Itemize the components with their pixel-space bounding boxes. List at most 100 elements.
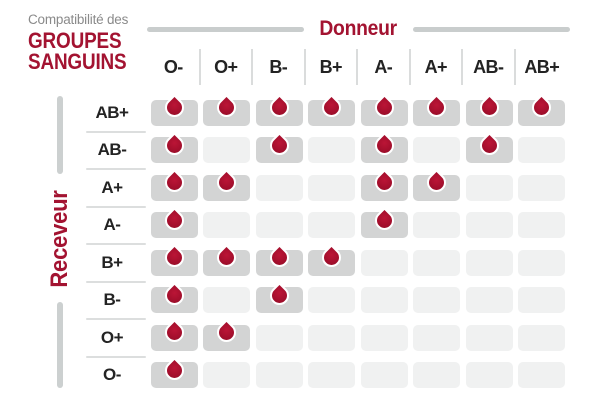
row-divider <box>86 280 146 283</box>
cell-incompatible-A--from-AB+ <box>518 212 566 239</box>
cell-incompatible-AB--from-A+ <box>413 137 461 164</box>
cell-compatible-A+-from-O+ <box>203 169 251 201</box>
row-cells <box>148 281 568 320</box>
blood-drop-icon <box>423 169 451 197</box>
cell-compatible-AB+-from-AB+ <box>518 94 566 126</box>
cell-incompatible-B--from-A- <box>360 287 408 314</box>
cell-incompatible-AB--from-AB+ <box>518 137 566 164</box>
cell-compatible-O+-from-O- <box>150 319 198 351</box>
receiver-row-AB-: AB- <box>0 131 568 170</box>
cell-compatible-A+-from-A- <box>360 169 408 201</box>
row-cells <box>148 169 568 207</box>
blood-drop-icon <box>160 281 188 309</box>
cell-compatible-B+-from-O+ <box>203 244 251 276</box>
compatibility-matrix: AB+ AB- A+ A- B+ B- O+ O- <box>0 94 568 394</box>
cell-incompatible-B--from-O+ <box>203 287 251 314</box>
blood-drop-icon <box>265 281 293 309</box>
cell-incompatible-A--from-O+ <box>203 212 251 239</box>
cell-compatible-AB--from-A- <box>360 131 408 164</box>
blood-drop-icon <box>160 131 188 159</box>
cell-incompatible-B+-from-AB+ <box>518 249 566 276</box>
blood-drop-icon <box>265 244 293 272</box>
cell-compatible-B+-from-O- <box>150 244 198 276</box>
cell-incompatible-O--from-A- <box>360 362 408 389</box>
row-divider <box>86 318 146 320</box>
donor-divider-left <box>147 26 305 32</box>
cell-compatible-B--from-B- <box>255 281 303 314</box>
blood-drop-icon <box>213 319 241 347</box>
cell-incompatible-A--from-B+ <box>308 212 356 239</box>
cell-compatible-AB--from-O- <box>150 131 198 164</box>
blood-drop-icon <box>160 94 188 122</box>
donor-col-header-AB-: AB- <box>463 49 516 85</box>
row-cells <box>148 94 568 132</box>
receiver-row-B+: B+ <box>0 244 568 283</box>
cell-compatible-O--from-O- <box>150 356 198 389</box>
cell-compatible-AB+-from-B- <box>255 94 303 126</box>
donor-col-header-A-: A- <box>358 49 411 85</box>
receiver-row-label-AB+: AB+ <box>95 102 129 122</box>
cell-incompatible-O+-from-B+ <box>308 324 356 351</box>
receiver-row-label-AB-: AB- <box>97 140 127 160</box>
donor-col-header-O-: O- <box>148 49 201 85</box>
donor-col-header-B-: B- <box>253 49 306 85</box>
cell-compatible-AB--from-B- <box>255 131 303 164</box>
cell-compatible-AB+-from-A- <box>360 94 408 126</box>
cell-compatible-AB+-from-B+ <box>308 94 356 126</box>
receiver-row-label-B+: B+ <box>101 252 123 272</box>
donor-col-header-A+: A+ <box>411 49 463 85</box>
chart-title-line1: GROUPES <box>28 28 122 53</box>
donor-column-headers: O- O+ B- B+ A- A+ AB- AB+ <box>148 49 568 85</box>
receiver-row-label-A-: A- <box>103 215 121 235</box>
cell-incompatible-A+-from-AB+ <box>518 174 566 201</box>
blood-drop-icon <box>370 169 398 197</box>
receiver-row-AB+: AB+ <box>0 94 568 133</box>
cell-incompatible-A+-from-B- <box>255 174 303 201</box>
receiver-row-B-: B- <box>0 281 568 320</box>
row-cells <box>148 244 568 282</box>
blood-drop-icon <box>160 206 188 234</box>
cell-incompatible-B+-from-A- <box>360 249 408 276</box>
cell-compatible-A--from-O- <box>150 206 198 239</box>
blood-drop-icon <box>213 169 241 197</box>
blood-drop-icon <box>265 94 293 122</box>
row-divider <box>86 205 146 208</box>
cell-compatible-AB+-from-AB- <box>465 94 513 126</box>
cell-compatible-A+-from-O- <box>150 169 198 201</box>
blood-drop-icon <box>160 169 188 197</box>
receiver-row-O+: O+ <box>0 319 568 358</box>
row-divider <box>86 168 146 170</box>
row-cells <box>148 356 568 395</box>
cell-incompatible-O+-from-B- <box>255 324 303 351</box>
cell-compatible-AB+-from-O+ <box>203 94 251 126</box>
receiver-row-label-A+: A+ <box>101 177 123 197</box>
row-divider <box>86 355 146 358</box>
donor-col-header-O+: O+ <box>201 49 253 85</box>
cell-incompatible-O--from-B+ <box>308 362 356 389</box>
receiver-row-A+: A+ <box>0 169 568 208</box>
cell-incompatible-O+-from-AB+ <box>518 324 566 351</box>
cell-compatible-B+-from-B+ <box>308 244 356 276</box>
row-divider <box>86 130 146 133</box>
cell-incompatible-O--from-O+ <box>203 362 251 389</box>
cell-incompatible-B+-from-AB- <box>465 249 513 276</box>
blood-drop-icon <box>265 131 293 159</box>
cell-compatible-AB--from-AB- <box>465 131 513 164</box>
cell-incompatible-B--from-AB+ <box>518 287 566 314</box>
receiver-row-label-B-: B- <box>103 290 121 310</box>
donor-col-header-AB+: AB+ <box>524 56 560 77</box>
cell-incompatible-B+-from-A+ <box>413 249 461 276</box>
blood-drop-icon <box>475 131 503 159</box>
row-cells <box>148 131 568 170</box>
cell-compatible-B--from-O- <box>150 281 198 314</box>
cell-incompatible-B--from-AB- <box>465 287 513 314</box>
blood-drop-icon <box>370 131 398 159</box>
cell-incompatible-AB--from-O+ <box>203 137 251 164</box>
cell-compatible-A+-from-A+ <box>413 169 461 201</box>
row-cells <box>148 319 568 357</box>
blood-drop-icon <box>475 94 503 122</box>
donor-axis-header: Donneur <box>147 16 571 42</box>
receiver-row-label-O+: O+ <box>100 327 124 347</box>
blood-drop-icon <box>370 94 398 122</box>
